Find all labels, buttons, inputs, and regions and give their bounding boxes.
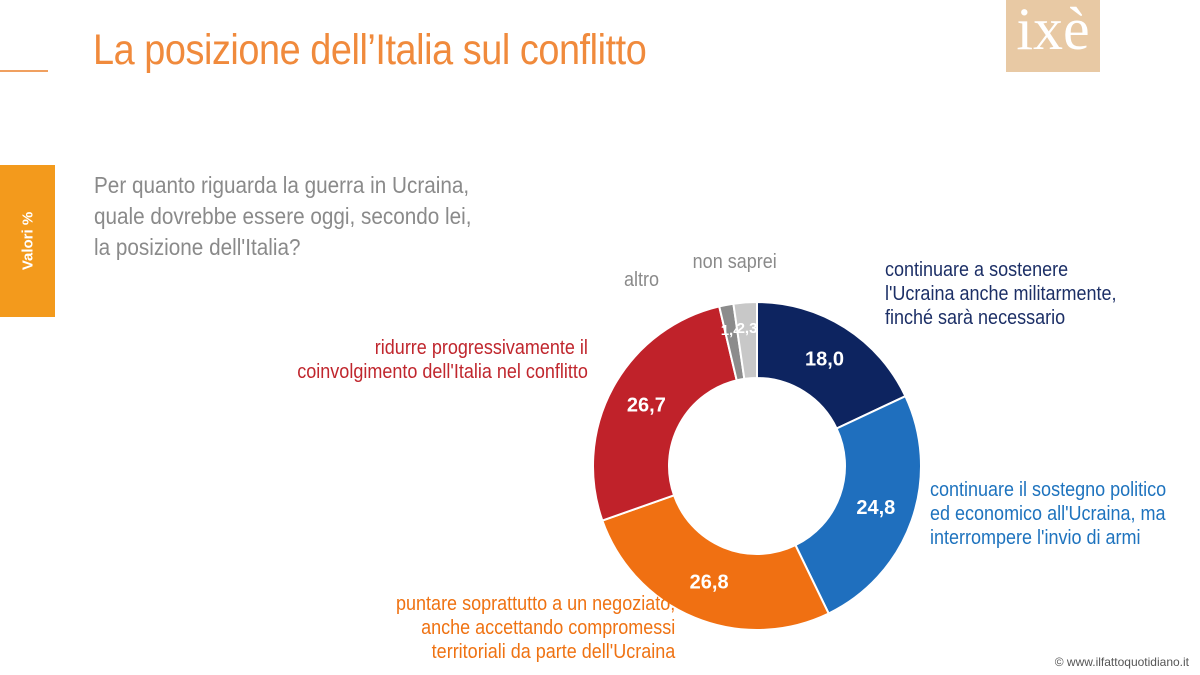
label-line: non saprei: [692, 251, 777, 273]
header-rule: [0, 70, 48, 72]
label-line: altro: [623, 269, 659, 291]
label-line: l'Ucraina anche militarmente,: [885, 283, 1117, 305]
value-sostegno-politico: 24,8: [856, 497, 895, 519]
legend-label-negoziato: puntare soprattutto a un negoziato, anch…: [396, 592, 675, 664]
value-negoziato: 26,8: [690, 572, 729, 594]
legend-label-ridurre-coinvolgimento: ridurre progressivamente il coinvolgimen…: [297, 336, 588, 384]
slice-sostenere: [756, 300, 907, 430]
legend-label-non-saprei: non saprei: [693, 250, 777, 274]
logo-text: ixè: [1016, 0, 1090, 62]
survey-question: Per quanto riguarda la guerra in Ucraina…: [94, 172, 472, 260]
value-ridurre: 26,7: [627, 395, 666, 417]
ixe-logo: ixè: [1006, 0, 1100, 72]
label-line: territoriali da parte dell'Ucraina: [431, 641, 675, 663]
label-line: coinvolgimento dell'Italia nel conflitto: [297, 361, 588, 383]
label-line: finché sarà necessario: [885, 307, 1066, 329]
slice-ridurre: [592, 305, 738, 522]
page-title: La posizione dell’Italia sul conflitto: [93, 26, 647, 74]
label-line: ed economico all'Ucraina, ma: [930, 503, 1166, 525]
label-line: continuare a sostenere: [885, 259, 1069, 281]
value-sostenere: 18,0: [805, 349, 844, 371]
legend-label-sostenere-militarmente: continuare a sostenere l'Ucraina anche m…: [885, 258, 1117, 330]
slice-non-saprei: [732, 300, 758, 381]
legend-label-altro: altro: [624, 268, 659, 292]
slice-sostegno-politico: [794, 394, 922, 615]
label-line: interrompere l'invio di armi: [930, 527, 1141, 549]
value-non-saprei: 2,3: [737, 320, 758, 337]
slice-negoziato: [601, 494, 831, 631]
values-percent-tab: Valori %: [0, 165, 55, 317]
label-line: anche accettando compromessi: [420, 617, 675, 639]
label-line: puntare soprattutto a un negoziato,: [395, 593, 675, 615]
source-credit: © www.ilfattoquotidiano.it: [1051, 655, 1192, 669]
legend-label-sostegno-politico: continuare il sostegno politico ed econo…: [930, 478, 1166, 550]
label-line: ridurre progressivamente il: [374, 337, 588, 359]
label-line: continuare il sostegno politico: [930, 479, 1167, 501]
